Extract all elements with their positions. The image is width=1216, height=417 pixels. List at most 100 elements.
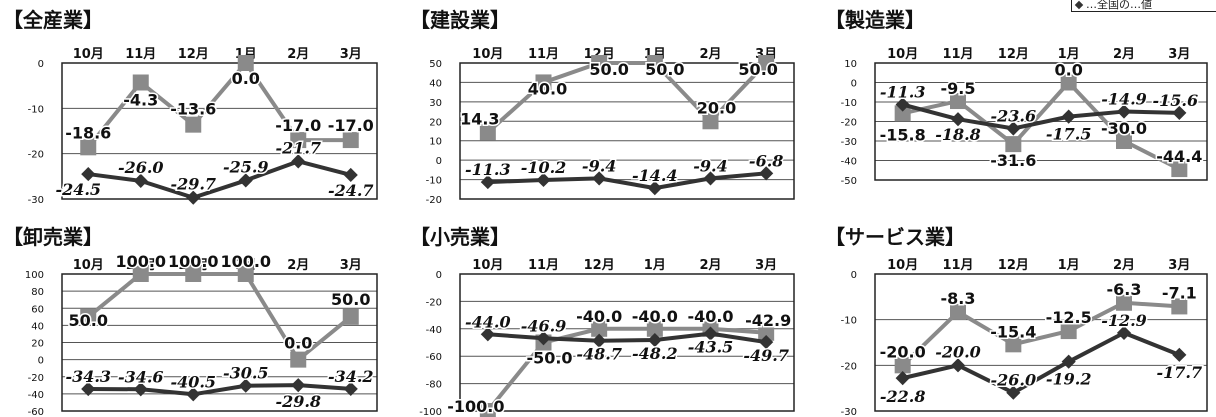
diamond-marker	[186, 387, 201, 402]
y-tick-label: -20	[841, 118, 857, 129]
y-tick-label: -30	[841, 137, 857, 148]
x-tick-label: 1月	[1058, 258, 1080, 273]
diamond-marker	[186, 190, 201, 205]
square-marker	[950, 93, 966, 110]
data-label: -46.9	[521, 316, 567, 335]
diamond-marker	[895, 97, 910, 112]
y-tick-label: -10	[426, 176, 442, 187]
chart-panel-6: 【サービス業】 10月 11月 12月 1月 2月 3月 0 -10 -20 -30 -20.0 -8.…	[825, 225, 1208, 417]
data-label: -25.9	[223, 157, 269, 176]
diamond-marker	[1061, 354, 1076, 369]
y-tick-label: 40	[31, 321, 44, 332]
y-tick-label: -40	[426, 325, 442, 336]
plot-frame	[874, 62, 1208, 181]
x-tick-label: 12月	[998, 47, 1029, 62]
data-label: -17.7	[1157, 363, 1203, 382]
square-marker	[950, 303, 966, 320]
x-tick-label: 12月	[998, 258, 1029, 273]
data-label: -17.0	[275, 116, 321, 135]
diamond-marker	[592, 333, 607, 348]
data-label: -40.0	[632, 307, 678, 326]
square-marker	[646, 55, 663, 71]
y-tick-label: -100	[419, 407, 442, 417]
x-tick-label: 3月	[1168, 47, 1190, 62]
y-tick-label: 40	[429, 78, 442, 89]
diamond-marker	[343, 167, 358, 183]
diamond-marker	[81, 166, 96, 182]
y-tick-label: -80	[426, 380, 442, 391]
data-label: -29.8	[275, 392, 321, 411]
chart-panel-1: 【全産業】10月 11月 12月 1月 2月 3月0-10-20-30-18.6-4.3-…	[3, 8, 378, 206]
diamond-marker	[291, 154, 306, 169]
x-tick-label: 12月	[584, 258, 615, 273]
data-label: -49.7	[743, 346, 789, 365]
data-label: -34.6	[118, 367, 164, 386]
square-marker	[894, 105, 911, 122]
y-tick-label: 0	[436, 156, 442, 167]
square-marker	[1005, 336, 1022, 353]
square-marker	[1171, 161, 1188, 178]
square-marker	[1060, 323, 1077, 340]
x-tick-label: 3月	[755, 258, 777, 273]
square-marker	[290, 132, 307, 149]
y-tick-label: 80	[31, 287, 44, 298]
diamond-marker	[1172, 105, 1187, 120]
data-label: -30.5	[223, 364, 269, 383]
data-label: 40.0	[528, 79, 567, 98]
data-label: -9.4	[693, 156, 727, 175]
plot-frame	[874, 273, 1208, 412]
plot-frame	[459, 273, 795, 412]
data-label: -18.8	[935, 125, 981, 144]
square-marker	[758, 324, 775, 341]
y-tick-label: -20	[28, 150, 44, 161]
chart-title: 【卸売業】	[3, 225, 103, 249]
diamond-marker	[291, 378, 306, 393]
chart-title: 【製造業】	[825, 8, 925, 32]
data-label: 0.0	[232, 69, 260, 88]
data-label: -22.8	[880, 387, 926, 406]
diamond-marker	[480, 175, 495, 190]
diamond-marker	[536, 331, 551, 346]
x-tick-label: 11月	[528, 47, 559, 62]
data-label: -48.7	[576, 345, 622, 364]
square-marker	[591, 55, 608, 71]
data-label: -6.3	[1107, 280, 1142, 299]
data-label: -17.5	[1046, 125, 1092, 144]
y-tick-label: -40	[28, 390, 44, 401]
data-label: -11.3	[465, 160, 511, 179]
x-tick-label: 10月	[472, 258, 503, 273]
data-label: -12.9	[1101, 311, 1147, 330]
diamond-marker	[1116, 325, 1132, 340]
y-tick-label: -30	[28, 195, 44, 206]
square-marker	[80, 308, 97, 325]
y-tick-label: 20	[31, 339, 44, 350]
diamond-marker	[238, 378, 253, 393]
diamond-marker	[759, 335, 774, 350]
data-label: 50.0	[69, 311, 108, 330]
y-tick-label: -60	[426, 352, 442, 363]
diamond-marker	[592, 171, 607, 186]
y-tick-label: -20	[426, 297, 442, 308]
data-label: -40.5	[170, 372, 216, 391]
square-marker	[479, 403, 496, 417]
chart-title: 【全産業】	[3, 8, 103, 32]
square-marker	[80, 139, 97, 156]
x-tick-label: 2月	[699, 258, 721, 273]
diamond-marker	[133, 173, 148, 188]
y-tick-label: 0	[38, 59, 44, 70]
y-tick-label: 20	[429, 117, 442, 128]
x-tick-label: 11月	[528, 258, 559, 273]
series-line-dark	[87, 159, 352, 200]
data-label: -13.6	[170, 100, 216, 119]
data-label: -10.2	[521, 158, 567, 177]
diamond-marker	[81, 381, 96, 397]
diamond-marker	[703, 171, 718, 186]
y-tick-label: -60	[28, 407, 44, 417]
diamond-marker	[480, 327, 495, 342]
square-marker	[702, 113, 719, 130]
square-marker	[591, 320, 608, 337]
diamond-marker	[133, 382, 148, 397]
data-label: -6.8	[749, 151, 783, 170]
y-tick-label: -20	[426, 195, 442, 206]
